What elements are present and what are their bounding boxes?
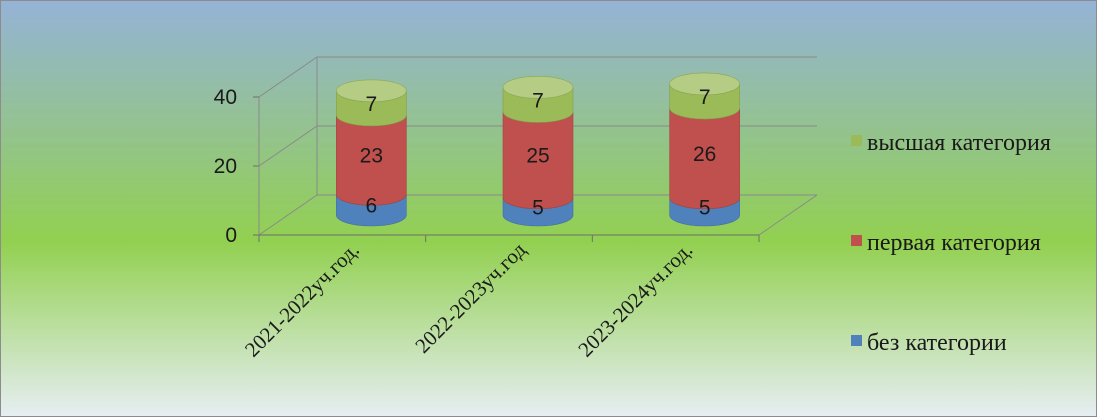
y-tick-label: 40 xyxy=(214,86,237,109)
legend-swatch xyxy=(851,135,862,146)
legend-label: без категории xyxy=(867,330,1007,356)
bar-top-cap xyxy=(502,76,574,99)
data-label: 7 xyxy=(532,89,544,112)
legend: высшая категория первая категория без кате… xyxy=(851,130,1051,356)
bar-top-cap xyxy=(669,72,740,96)
data-label: 5 xyxy=(532,196,544,219)
legend-label: высшая категория xyxy=(867,130,1051,156)
floor-edge xyxy=(758,194,818,236)
legend-swatch xyxy=(851,335,862,346)
data-label: 26 xyxy=(693,143,716,166)
legend-label: первая категория xyxy=(867,230,1041,256)
gridlines xyxy=(258,56,818,236)
data-label: 7 xyxy=(365,93,377,116)
legend-swatch xyxy=(851,235,862,246)
data-label: 7 xyxy=(699,86,711,109)
data-label: 5 xyxy=(699,196,711,219)
bar-segment xyxy=(502,76,574,123)
data-label: 6 xyxy=(365,195,377,218)
data-label: 23 xyxy=(360,145,383,168)
y-tick-label: 20 xyxy=(214,155,237,178)
y-tick-label: 0 xyxy=(225,224,237,247)
bars xyxy=(336,72,740,227)
data-label: 25 xyxy=(526,145,549,168)
bar-top-cap xyxy=(336,79,407,103)
bar-segment xyxy=(669,72,740,120)
axes xyxy=(253,96,760,242)
bar-segment xyxy=(336,79,407,127)
